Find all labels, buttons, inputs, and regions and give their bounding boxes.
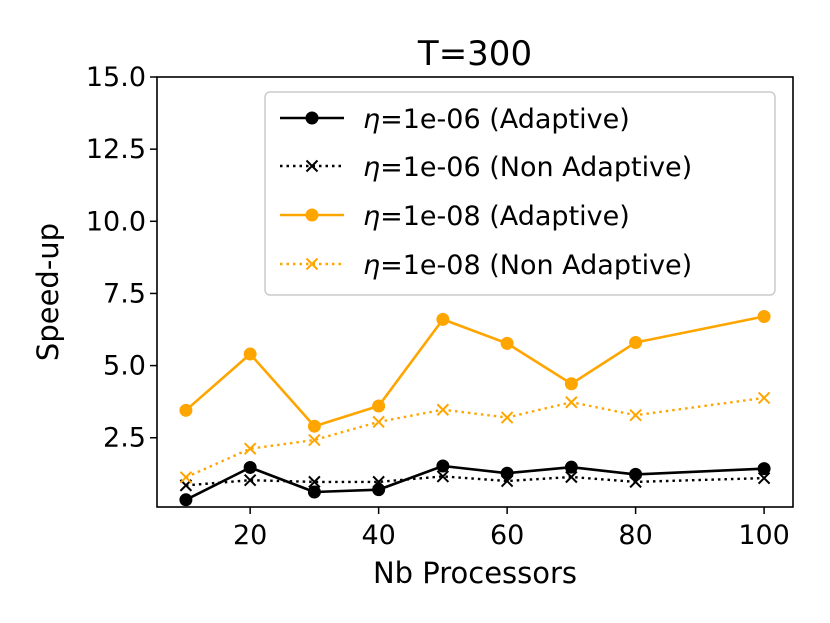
legend-label: η=1e-06 (Adaptive) bbox=[363, 104, 630, 135]
y-tick-label: 10.0 bbox=[86, 206, 146, 237]
data-point bbox=[436, 459, 450, 473]
y-tick-label: 15.0 bbox=[86, 62, 146, 93]
series-3 bbox=[179, 310, 771, 433]
data-point bbox=[243, 473, 257, 487]
legend-marker bbox=[305, 208, 319, 222]
data-point bbox=[372, 415, 385, 429]
legend-marker bbox=[305, 159, 319, 173]
legend-marker bbox=[305, 257, 319, 271]
legend-entry: η=1e-06 (Non Adaptive) bbox=[280, 152, 692, 183]
data-point bbox=[629, 475, 642, 489]
legend-entry: η=1e-08 (Non Adaptive) bbox=[280, 250, 692, 281]
data-point bbox=[629, 409, 642, 422]
data-point bbox=[629, 336, 643, 350]
data-point bbox=[243, 347, 257, 361]
x-tick-label: 80 bbox=[618, 520, 652, 551]
y-axis-label: Speed-up bbox=[31, 223, 65, 361]
legend-entry: η=1e-08 (Adaptive) bbox=[280, 201, 630, 232]
series-line bbox=[185, 464, 765, 501]
data-point bbox=[372, 483, 386, 497]
x-axis: 20 40 60 80 100 bbox=[233, 507, 790, 551]
data-point bbox=[307, 419, 321, 433]
series-1 bbox=[179, 459, 771, 507]
data-point bbox=[565, 470, 578, 484]
data-point bbox=[307, 485, 321, 499]
data-point bbox=[179, 403, 193, 417]
x-tick-label: 20 bbox=[233, 520, 267, 551]
x-tick-label: 60 bbox=[490, 520, 524, 551]
data-point bbox=[565, 396, 578, 409]
legend-label: η=1e-08 (Non Adaptive) bbox=[363, 250, 692, 281]
data-point bbox=[564, 377, 578, 391]
series-layer bbox=[179, 310, 771, 507]
x-axis-label: Nb Processors bbox=[373, 556, 577, 590]
legend: η=1e-06 (Adaptive) η=1e-06 (Non Adaptive)… bbox=[264, 91, 776, 296]
legend-label: η=1e-08 (Adaptive) bbox=[363, 201, 630, 232]
data-point bbox=[372, 475, 385, 489]
legend-marker bbox=[305, 111, 319, 125]
y-tick-label: 2.5 bbox=[103, 423, 146, 454]
series-4 bbox=[179, 391, 771, 484]
data-point bbox=[757, 462, 771, 476]
y-tick-label: 12.5 bbox=[86, 134, 146, 165]
data-point bbox=[500, 411, 514, 424]
data-point bbox=[564, 460, 578, 474]
data-point bbox=[500, 466, 514, 480]
data-point bbox=[629, 467, 643, 481]
data-point bbox=[500, 336, 514, 350]
chart-title: T=300 bbox=[417, 34, 532, 74]
data-point bbox=[243, 442, 257, 455]
data-point bbox=[436, 470, 450, 483]
legend-frame bbox=[264, 91, 776, 296]
data-point bbox=[757, 310, 771, 324]
data-point bbox=[308, 475, 321, 489]
data-point bbox=[757, 471, 771, 485]
data-point bbox=[436, 403, 450, 416]
data-point bbox=[372, 399, 386, 413]
data-point bbox=[308, 433, 321, 447]
axes-frame bbox=[156, 76, 794, 508]
legend-label: η=1e-06 (Non Adaptive) bbox=[363, 152, 692, 183]
data-point bbox=[179, 471, 193, 484]
x-tick-label: 40 bbox=[361, 520, 395, 551]
data-point bbox=[436, 312, 450, 326]
y-tick-label: 7.5 bbox=[103, 278, 146, 309]
data-point bbox=[243, 460, 257, 474]
y-tick-label: 5.0 bbox=[103, 351, 146, 382]
data-point bbox=[179, 493, 193, 507]
plot-area bbox=[156, 76, 794, 508]
series-line bbox=[185, 396, 765, 479]
x-tick-label: 100 bbox=[738, 520, 790, 551]
y-axis: 2.5 5.0 7.5 10.0 12.5 15.0 bbox=[86, 62, 157, 454]
series-line bbox=[185, 315, 765, 428]
data-point bbox=[500, 474, 514, 488]
series-line bbox=[185, 475, 765, 487]
data-point bbox=[757, 391, 771, 405]
legend-entry: η=1e-06 (Adaptive) bbox=[280, 104, 630, 135]
